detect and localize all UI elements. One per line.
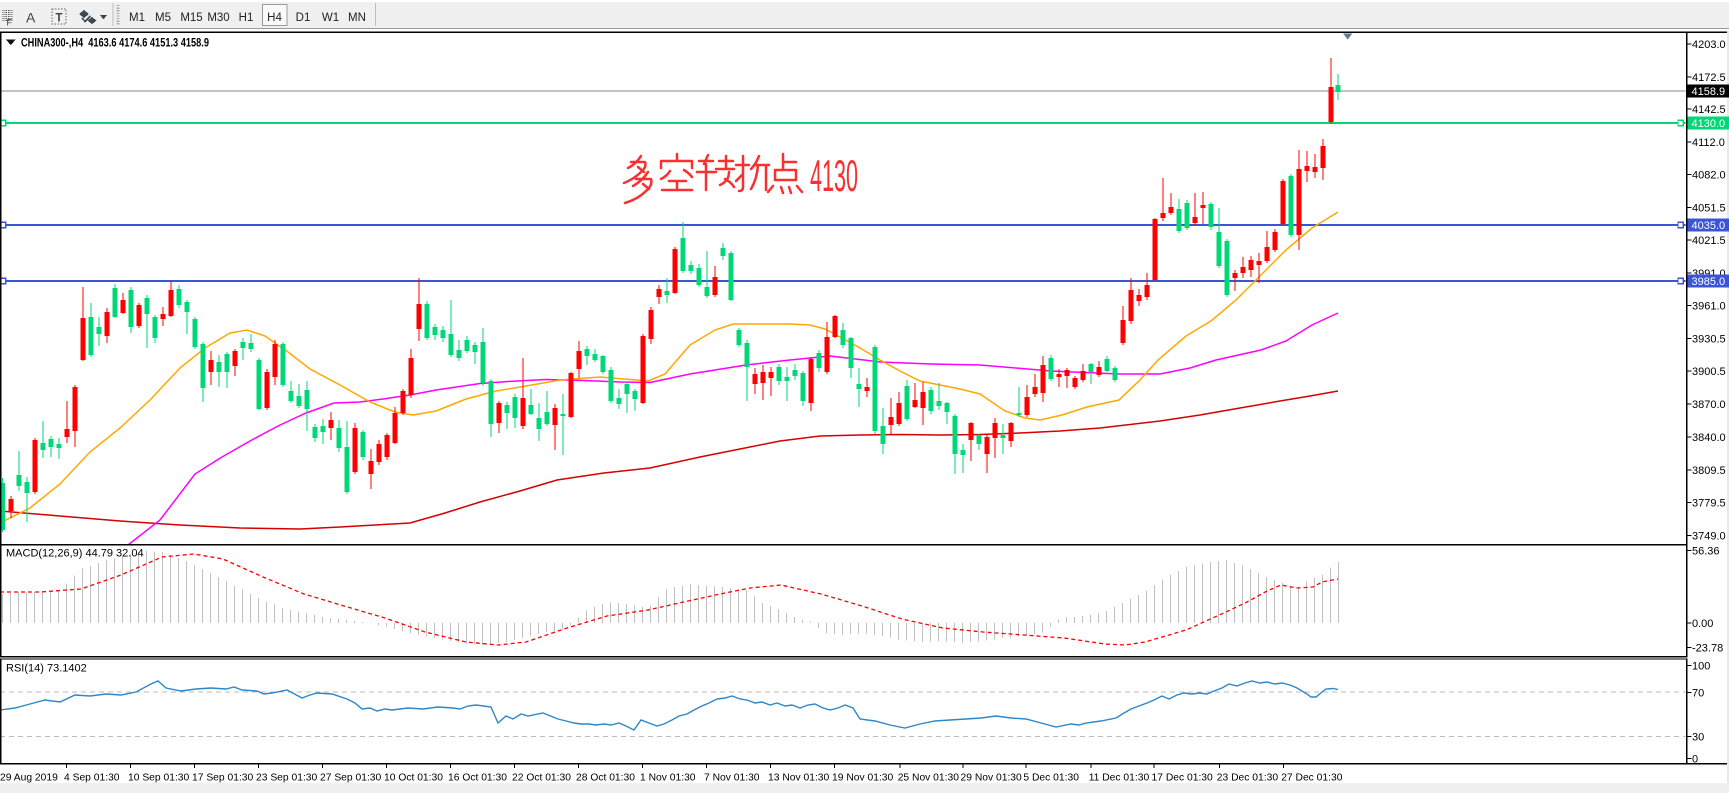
svg-text:29 Nov 01:30: 29 Nov 01:30 [961, 772, 1023, 783]
svg-text:25 Nov 01:30: 25 Nov 01:30 [898, 772, 960, 783]
svg-text:17 Sep 01:30: 17 Sep 01:30 [192, 772, 254, 783]
svg-text:M5: M5 [155, 12, 171, 24]
svg-text:27 Dec 01:30: 27 Dec 01:30 [1281, 772, 1343, 783]
svg-text:4142.5: 4142.5 [1692, 104, 1726, 116]
svg-text:3840.0: 3840.0 [1692, 432, 1726, 444]
svg-text:MACD(12,26,9) 44.79 32.04: MACD(12,26,9) 44.79 32.04 [6, 548, 144, 560]
svg-text:17 Dec 01:30: 17 Dec 01:30 [1152, 772, 1214, 783]
svg-text:100: 100 [1692, 661, 1710, 673]
svg-text:7 Nov 01:30: 7 Nov 01:30 [704, 772, 760, 783]
svg-text:28 Oct 01:30: 28 Oct 01:30 [576, 772, 635, 783]
svg-text:3809.5: 3809.5 [1692, 465, 1726, 477]
svg-text:3779.5: 3779.5 [1692, 498, 1726, 510]
svg-text:29 Aug 2019: 29 Aug 2019 [0, 772, 58, 783]
svg-text:M15: M15 [180, 12, 202, 24]
svg-text:11 Dec 01:30: 11 Dec 01:30 [1089, 772, 1150, 783]
svg-text:H4: H4 [267, 12, 282, 24]
svg-text:10 Sep 01:30: 10 Sep 01:30 [128, 772, 190, 783]
svg-text:4 Sep 01:30: 4 Sep 01:30 [64, 772, 120, 783]
svg-text:4082.0: 4082.0 [1692, 170, 1726, 182]
svg-text:H1: H1 [239, 12, 254, 24]
svg-text:0.00: 0.00 [1692, 618, 1713, 630]
svg-text:3749.0: 3749.0 [1692, 531, 1726, 543]
svg-text:4051.5: 4051.5 [1692, 203, 1726, 215]
svg-text:4130.0: 4130.0 [1692, 118, 1726, 130]
svg-text:23 Sep 01:30: 23 Sep 01:30 [256, 772, 318, 783]
svg-text:3961.0: 3961.0 [1692, 301, 1726, 313]
svg-text:RSI(14) 73.1402: RSI(14) 73.1402 [6, 663, 87, 675]
svg-text:3930.5: 3930.5 [1692, 334, 1726, 346]
svg-text:30: 30 [1692, 732, 1704, 744]
svg-text:4035.0: 4035.0 [1692, 220, 1726, 232]
svg-text:27 Sep 01:30: 27 Sep 01:30 [320, 772, 382, 783]
svg-text:5 Dec 01:30: 5 Dec 01:30 [1023, 772, 1079, 783]
svg-text:3870.0: 3870.0 [1692, 399, 1726, 411]
svg-text:4021.5: 4021.5 [1692, 235, 1726, 247]
svg-text:W1: W1 [322, 12, 339, 24]
svg-text:3985.0: 3985.0 [1692, 276, 1726, 288]
svg-text:F: F [7, 18, 13, 28]
svg-text:-23.78: -23.78 [1692, 643, 1723, 655]
svg-text:M30: M30 [207, 12, 229, 24]
svg-text:A: A [26, 10, 36, 26]
svg-text:22 Oct 01:30: 22 Oct 01:30 [512, 772, 571, 783]
svg-text:M1: M1 [129, 12, 145, 24]
svg-text:10 Oct 01:30: 10 Oct 01:30 [384, 772, 443, 783]
svg-text:T: T [56, 13, 63, 25]
svg-text:D1: D1 [296, 12, 311, 24]
svg-text:23 Dec 01:30: 23 Dec 01:30 [1217, 772, 1279, 783]
svg-text:CHINA300-,H4 4163.6 4174.6 41: CHINA300-,H4 4163.6 4174.6 4151.3 4158.9 [21, 36, 209, 50]
svg-text:4203.0: 4203.0 [1692, 39, 1726, 51]
svg-text:13 Nov 01:30: 13 Nov 01:30 [768, 772, 830, 783]
svg-text:70: 70 [1692, 688, 1704, 700]
svg-text:4158.9: 4158.9 [1692, 86, 1726, 98]
svg-text:16 Oct 01:30: 16 Oct 01:30 [448, 772, 507, 783]
svg-text:19 Nov 01:30: 19 Nov 01:30 [832, 772, 894, 783]
svg-text:4130: 4130 [810, 152, 858, 201]
svg-text:3900.5: 3900.5 [1692, 366, 1726, 378]
svg-text:56.36: 56.36 [1692, 546, 1720, 558]
svg-text:1 Nov 01:30: 1 Nov 01:30 [640, 772, 696, 783]
svg-text:4112.0: 4112.0 [1692, 137, 1725, 149]
svg-text:0: 0 [1692, 754, 1698, 766]
svg-text:4172.5: 4172.5 [1692, 72, 1726, 84]
svg-text:MN: MN [348, 12, 366, 24]
